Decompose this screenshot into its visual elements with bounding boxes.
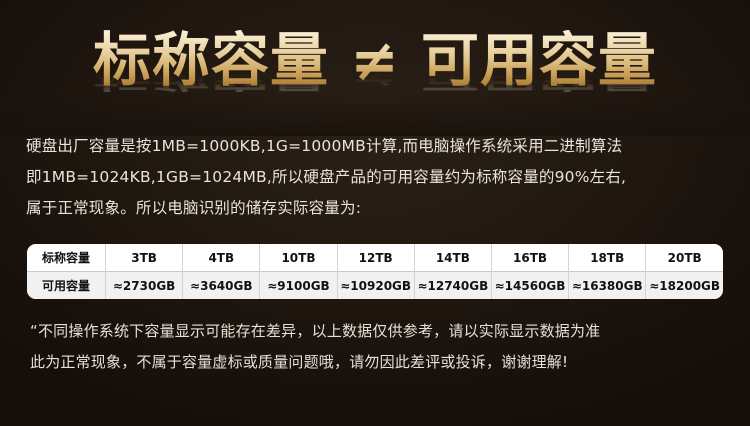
intro-line-1: 硬盘出厂容量是按1MB=1000KB,1G=1000MB计算,而电脑操作系统采用… bbox=[26, 137, 623, 155]
nominal-cell: 10TB bbox=[259, 244, 338, 272]
usable-cell: ≈16380GB bbox=[568, 271, 647, 299]
usable-cell: ≈18200GB bbox=[645, 271, 723, 299]
table-row-usable: 可用容量 ≈2730GB ≈3640GB ≈9100GB ≈10920GB ≈1… bbox=[27, 271, 723, 299]
capacity-table: 标称容量 3TB 4TB 10TB 12TB 14TB 16TB 18TB 20… bbox=[27, 244, 723, 299]
footnote-paragraph: “不同操作系统下容量显示可能存在差异，以上数据仅供参考，请以实际显示数据为准 此… bbox=[30, 316, 730, 378]
page-title-text: 标称容量 ≠ 可用容量 bbox=[93, 26, 657, 94]
nominal-cell: 4TB bbox=[182, 244, 261, 272]
table-row-nominal: 标称容量 3TB 4TB 10TB 12TB 14TB 16TB 18TB 20… bbox=[27, 244, 723, 272]
intro-line-3: 属于正常现象。所以电脑识别的储存实际容量为: bbox=[26, 199, 362, 217]
footnote-line-2: 此为正常现象，不属于容量虚标或质量问题哦，请勿因此差评或投诉，谢谢理解! bbox=[30, 353, 569, 371]
nominal-cell: 18TB bbox=[568, 244, 647, 272]
usable-cell: ≈2730GB bbox=[105, 271, 184, 299]
usable-cell: ≈12740GB bbox=[414, 271, 492, 299]
usable-cell: ≈10920GB bbox=[337, 271, 415, 299]
nominal-cell: 14TB bbox=[414, 244, 492, 272]
row-label-usable: 可用容量 bbox=[27, 271, 106, 299]
intro-line-2: 即1MB=1024KB,1GB=1024MB,所以硬盘产品的可用容量约为标称容量… bbox=[26, 168, 627, 186]
usable-cell: ≈9100GB bbox=[259, 271, 338, 299]
reflection-fade-overlay bbox=[0, 92, 750, 136]
nominal-cell: 3TB bbox=[105, 244, 184, 272]
page-title: 标称容量 ≠ 可用容量 bbox=[0, 30, 750, 91]
row-label-nominal: 标称容量 bbox=[27, 244, 106, 272]
nominal-cell: 16TB bbox=[491, 244, 570, 272]
usable-cell: ≈3640GB bbox=[182, 271, 261, 299]
intro-paragraph: 硬盘出厂容量是按1MB=1000KB,1G=1000MB计算,而电脑操作系统采用… bbox=[26, 131, 726, 224]
nominal-cell: 12TB bbox=[337, 244, 415, 272]
usable-cell: ≈14560GB bbox=[491, 271, 570, 299]
footnote-line-1: “不同操作系统下容量显示可能存在差异，以上数据仅供参考，请以实际显示数据为准 bbox=[30, 322, 601, 340]
nominal-cell: 20TB bbox=[645, 244, 723, 272]
